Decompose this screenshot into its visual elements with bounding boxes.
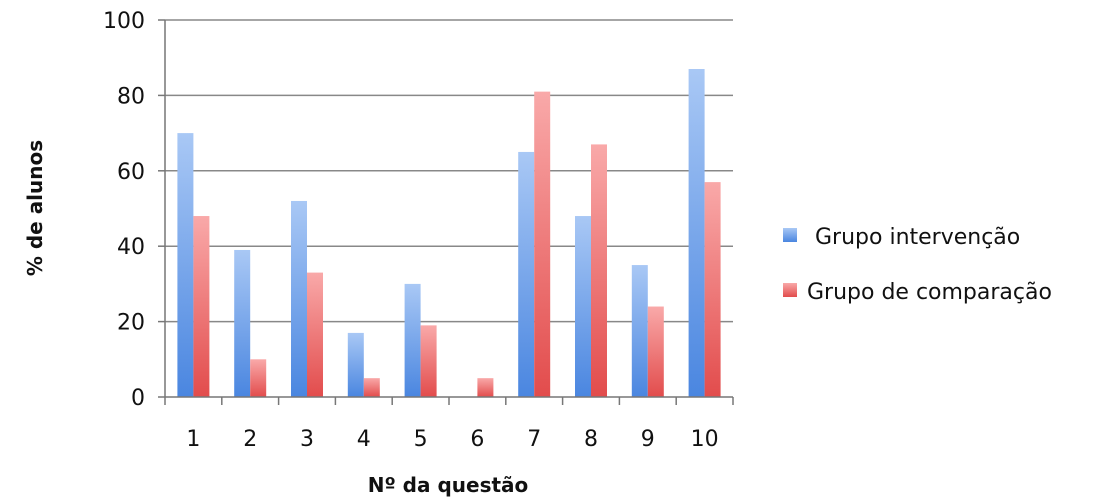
x-tick-label: 6 (470, 427, 484, 452)
legend-swatch-comparacao (783, 283, 797, 297)
x-tick-label: 1 (186, 427, 200, 452)
x-tick-label: 5 (414, 427, 428, 452)
x-tick-label: 7 (527, 427, 541, 452)
bar-grupo-intervencao (177, 133, 194, 397)
legend-swatch-intervencao (783, 228, 797, 242)
legend-label-intervencao: Grupo intervenção (815, 225, 1020, 250)
x-tick-label: 4 (357, 427, 371, 452)
legend: Grupo intervenção Grupo de comparação (783, 225, 1052, 305)
bars (177, 69, 721, 397)
y-tick-label: 100 (103, 9, 145, 34)
x-tick-label: 10 (691, 427, 719, 452)
bar-grupo-comparacao (307, 272, 323, 397)
bar-grupo-comparacao (591, 144, 607, 397)
bar-grupo-intervencao (631, 265, 648, 397)
bar-grupo-comparacao (647, 306, 664, 397)
bar-grupo-intervencao (575, 216, 591, 397)
bar-grupo-comparacao (193, 216, 210, 397)
x-axis-title: Nº da questão (368, 473, 529, 497)
bar-grupo-comparacao (704, 182, 721, 397)
bar-grupo-comparacao (250, 359, 267, 397)
y-tick-label: 20 (117, 311, 145, 336)
y-axis-title: % de alunos (23, 140, 47, 276)
y-tick-labels: 0 20 40 60 80 100 (103, 9, 145, 411)
bar-grupo-comparacao (477, 378, 494, 397)
bar-grupo-intervencao (404, 283, 421, 397)
x-tick-label: 2 (243, 427, 257, 452)
legend-label-comparacao: Grupo de comparação (807, 280, 1052, 305)
y-tick-label: 60 (117, 160, 145, 185)
y-tick-label: 40 (117, 235, 145, 260)
x-tick-label: 9 (641, 427, 655, 452)
x-tick-label: 8 (584, 427, 598, 452)
bar-grupo-intervencao (291, 200, 307, 397)
axes (158, 19, 734, 405)
y-tick-label: 0 (131, 386, 145, 411)
bar-grupo-intervencao (234, 249, 251, 397)
bar-grupo-comparacao (534, 91, 551, 397)
bar-grupo-comparacao (420, 325, 437, 397)
x-tick-labels: 1 2 3 4 5 6 7 8 9 10 (186, 427, 718, 452)
bar-grupo-intervencao (347, 332, 364, 397)
x-tick-label: 3 (300, 427, 314, 452)
bar-grupo-intervencao (688, 69, 705, 397)
bar-grupo-intervencao (518, 151, 535, 397)
bar-grupo-comparacao (363, 378, 380, 397)
y-tick-label: 80 (117, 84, 145, 109)
